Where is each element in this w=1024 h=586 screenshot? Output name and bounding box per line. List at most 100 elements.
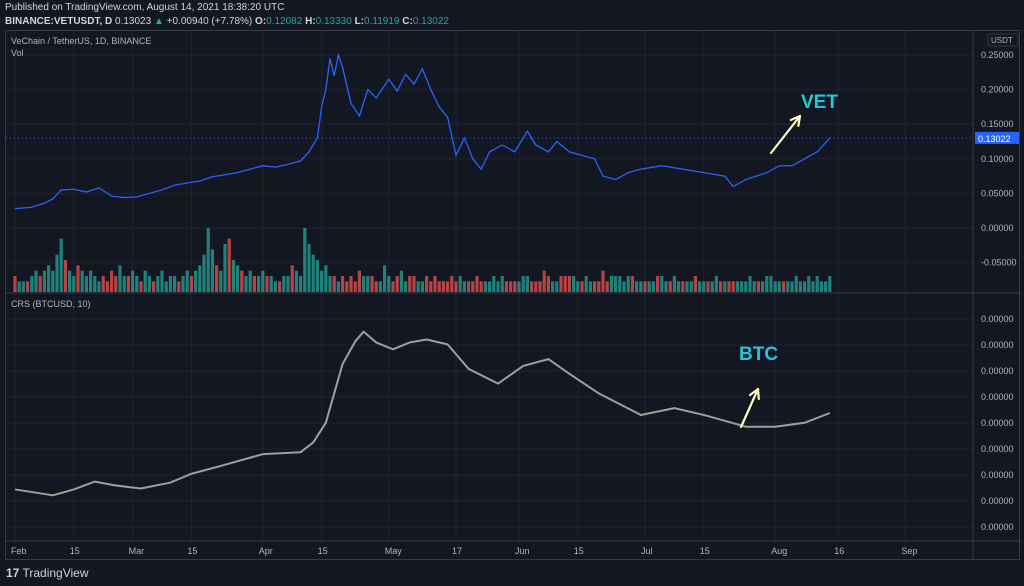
volume-bar [693, 276, 697, 292]
volume-bar [210, 249, 214, 292]
volume-bar [80, 270, 84, 292]
volume-bar [294, 270, 298, 292]
volume-bar [748, 276, 752, 292]
price-tick-label: 0.00000 [981, 223, 1014, 233]
volume-bar [698, 281, 702, 292]
volume-bar [643, 281, 647, 292]
arrow-head [789, 114, 802, 122]
volume-bar [710, 281, 714, 292]
volume-bar [492, 276, 496, 292]
volume-bar [416, 281, 420, 292]
volume-bar [181, 276, 185, 292]
volume-bar [702, 281, 706, 292]
volume-bar [744, 281, 748, 292]
volume-bar [42, 270, 46, 292]
volume-bar [626, 276, 630, 292]
arrow-head [797, 114, 802, 127]
volume-bar [395, 276, 399, 292]
volume-bar [173, 276, 177, 292]
volume-bar [135, 276, 139, 292]
price-line [14, 52, 831, 210]
volume-bar [223, 244, 227, 292]
volume-bar [572, 276, 576, 292]
volume-bar [614, 276, 618, 292]
volume-bar [719, 281, 723, 292]
volume-bar [584, 276, 588, 292]
vet-annotation: VET [801, 92, 838, 113]
time-tick-label: Sep [901, 546, 917, 556]
volume-bar [714, 276, 718, 292]
volume-bar [639, 281, 643, 292]
volume-bar [177, 281, 181, 292]
volume-bar [580, 281, 584, 292]
volume-bar [118, 265, 122, 292]
open-label: O: [255, 16, 267, 27]
volume-bar [647, 281, 651, 292]
volume-bar [559, 276, 563, 292]
volume-bar [110, 270, 114, 292]
volume-bar [265, 276, 269, 292]
volume-bar [798, 281, 802, 292]
volume-bar [819, 281, 823, 292]
volume-bar [723, 281, 727, 292]
time-tick-label: Apr [259, 546, 273, 556]
volume-bar [383, 265, 387, 292]
chart-canvas[interactable]: VeChain / TetherUS, 1D, BINANCE Vol CRS (B… [6, 31, 1021, 561]
low-label: L: [354, 16, 365, 27]
volume-bar [530, 281, 534, 292]
volume-bar [303, 228, 307, 292]
volume-bar [761, 281, 765, 292]
close-label: C: [402, 16, 413, 27]
volume-bar [811, 281, 815, 292]
volume-bar [362, 276, 366, 292]
volume-bar [824, 281, 828, 292]
crs-tick-label: 0.00000 [981, 340, 1014, 350]
chart-frame[interactable]: VeChain / TetherUS, 1D, BINANCE Vol CRS (B… [5, 30, 1021, 561]
crs-legend: CRS (BTCUSD, 10) [11, 299, 91, 309]
volume-bar [202, 254, 206, 292]
high-label: H: [305, 16, 316, 27]
symbol: BINANCE:VETUSDT, D [5, 16, 113, 27]
volume-bar [244, 276, 248, 292]
volume-bar [773, 281, 777, 292]
volume-bar [324, 265, 328, 292]
volume-bar [332, 276, 336, 292]
volume-bar [215, 265, 219, 292]
volume-bar [593, 281, 597, 292]
crs-tick-label: 0.00000 [981, 522, 1014, 532]
volume-bar [794, 276, 798, 292]
time-tick-label: Mar [129, 546, 145, 556]
btc-arrow-icon [739, 387, 760, 429]
volume-bar [786, 281, 790, 292]
crs-line [14, 330, 831, 497]
crs-tick-label: 0.00000 [981, 314, 1014, 324]
volume-bar [740, 281, 744, 292]
volume-bar [538, 281, 542, 292]
volume-bar [668, 281, 672, 292]
volume-bar [185, 270, 189, 292]
arrow-head [748, 387, 760, 397]
volume-bar [462, 281, 466, 292]
last-price: 0.13023 [115, 16, 152, 27]
published-caption: Published on TradingView.com, August 14,… [5, 2, 285, 13]
volume-bar [370, 276, 374, 292]
volume-bar [777, 281, 781, 292]
main-legend: VeChain / TetherUS, 1D, BINANCE [11, 36, 151, 46]
volume-bar [198, 265, 202, 292]
time-tick-label: May [385, 546, 403, 556]
volume-bar [26, 281, 30, 292]
volume-bar [765, 276, 769, 292]
arrow-shaft [739, 387, 760, 429]
volume-bar [248, 270, 252, 292]
volume-bar [735, 281, 739, 292]
volume-bar [122, 276, 126, 292]
crs-tick-label: 0.00000 [981, 366, 1014, 376]
volume-bar [257, 276, 261, 292]
volume-bar [84, 276, 88, 292]
volume-bar [677, 281, 681, 292]
volume-bar [479, 281, 483, 292]
arrow-shaft [769, 114, 802, 155]
volume-bar [357, 270, 361, 292]
volume-bar [635, 281, 639, 292]
volume-bar [282, 276, 286, 292]
